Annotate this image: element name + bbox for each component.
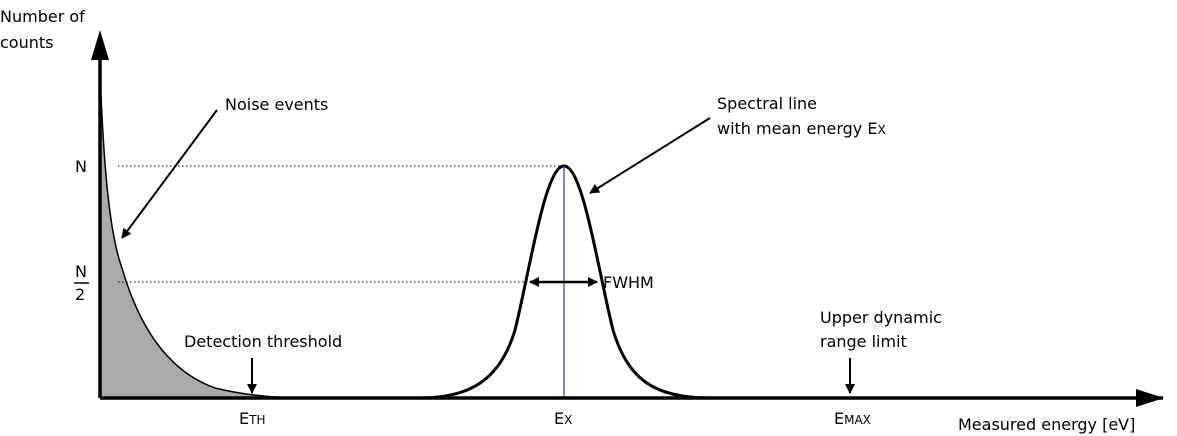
x-axis-arrowhead	[1136, 389, 1164, 407]
upper-limit-label-line1: Upper dynamic	[820, 308, 942, 327]
upper-limit-label-line2: range limit	[820, 332, 907, 351]
noise-events-label: Noise events	[225, 95, 328, 114]
spectral-line-label-line2: with mean energy EX	[717, 119, 886, 138]
fwhm-label: FWHM	[603, 273, 654, 292]
y-tick-half-numerator: N	[75, 262, 87, 281]
noise-curve	[99, 71, 291, 399]
y-axis-arrowhead	[91, 30, 109, 60]
x-tick-e-th: ETH	[239, 409, 265, 428]
x-tick-e-x: EX	[554, 409, 572, 428]
spectral-line-label-line1: Spectral line	[717, 94, 817, 113]
spectral-line-arrow	[589, 117, 711, 194]
noise-events-arrow	[121, 109, 218, 239]
noise-events-area	[100, 72, 290, 398]
detection-threshold-label: Detection threshold	[184, 332, 342, 351]
y-axis-label-line2: counts	[0, 33, 53, 52]
y-tick-half-denominator: 2	[75, 285, 85, 304]
y-axis-label-line1: Number of	[0, 7, 85, 26]
x-tick-e-max: EMAX	[834, 409, 871, 428]
y-tick-n: N	[75, 157, 87, 176]
x-axis-label: Measured energy [eV]	[958, 415, 1135, 434]
